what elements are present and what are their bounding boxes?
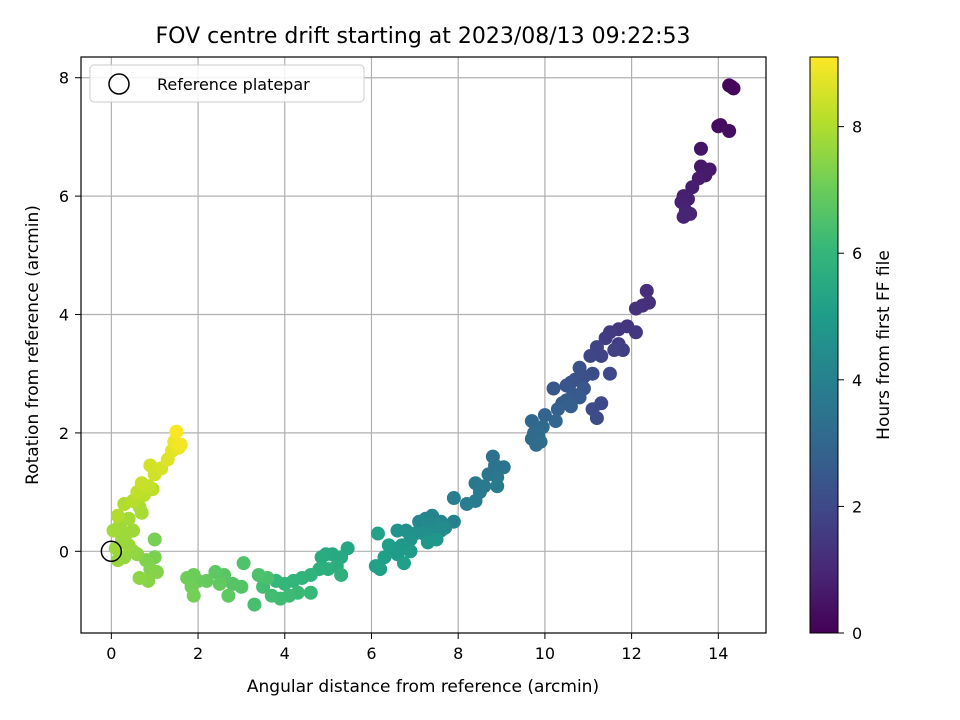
data-point	[390, 523, 405, 538]
data-point	[459, 496, 474, 511]
data-point	[602, 366, 617, 381]
data-point	[583, 348, 598, 363]
data-point	[110, 508, 125, 523]
x-tick-label: 8	[453, 644, 463, 663]
legend: Reference platepar	[89, 64, 365, 103]
data-point	[726, 81, 741, 96]
data-point	[173, 437, 188, 452]
data-point	[490, 479, 505, 494]
data-point	[628, 301, 643, 316]
data-point	[550, 402, 565, 417]
data-point	[607, 343, 622, 358]
x-axis-ticks: 0 2 4 6 8 10 12 14	[106, 633, 728, 663]
colorbar-tick-label: 0	[852, 624, 862, 643]
data-point	[628, 325, 643, 340]
data-point	[594, 348, 609, 363]
reference-platepar-marker	[100, 540, 123, 563]
colorbar-tick-label: 4	[852, 371, 862, 390]
data-point	[264, 588, 279, 603]
chart-title: FOV centre drift starting at 2023/08/13 …	[156, 24, 691, 49]
data-point	[403, 544, 418, 559]
x-tick-label: 12	[621, 644, 641, 663]
data-point	[132, 570, 147, 585]
data-point	[377, 550, 392, 565]
legend-marker	[108, 73, 130, 95]
data-point	[121, 511, 136, 526]
data-point	[370, 526, 385, 541]
colorbar-gradient	[809, 56, 839, 634]
data-point	[420, 535, 435, 550]
data-point	[247, 597, 262, 612]
x-tick-label: 4	[280, 644, 290, 663]
colorbar: 0 2 4 6 8 Hours from first FF file	[809, 56, 894, 643]
y-tick-label: 6	[59, 187, 69, 206]
colorbar-tick-label: 8	[852, 118, 862, 137]
y-tick-label: 8	[59, 69, 69, 88]
data-point	[572, 360, 587, 375]
data-point	[221, 588, 236, 603]
data-point	[693, 141, 708, 156]
data-point	[236, 556, 251, 571]
data-point	[126, 523, 141, 538]
data-point	[134, 476, 149, 491]
y-axis-label: Rotation from reference (arcmin)	[23, 205, 43, 485]
data-point	[251, 567, 266, 582]
data-point	[208, 565, 223, 580]
x-tick-label: 0	[106, 644, 116, 663]
y-tick-label: 4	[59, 306, 69, 325]
plot-frame	[80, 56, 767, 634]
legend-entry: Reference platepar	[157, 75, 310, 94]
data-point	[110, 553, 125, 568]
data-point	[446, 491, 461, 506]
data-point	[225, 576, 240, 591]
data-point	[147, 532, 162, 547]
data-point	[685, 180, 700, 195]
data-point	[149, 565, 164, 580]
data-point	[546, 381, 561, 396]
data-point	[572, 390, 587, 405]
data-point	[143, 458, 158, 473]
legend-box	[89, 64, 365, 103]
data-point	[722, 123, 737, 138]
x-axis-label: Angular distance from reference (arcmin)	[247, 677, 599, 697]
data-point	[496, 460, 511, 475]
x-tick-label: 6	[366, 644, 376, 663]
x-tick-label: 2	[193, 644, 203, 663]
colorbar-tick-label: 6	[852, 244, 862, 263]
data-point	[169, 424, 184, 439]
data-point	[303, 585, 318, 600]
data-point	[537, 408, 552, 423]
data-point	[212, 576, 227, 591]
data-point	[381, 538, 396, 553]
data-point	[396, 556, 411, 571]
data-point	[106, 523, 121, 538]
colorbar-ticks: 0 2 4 6 8	[838, 118, 862, 643]
data-point	[334, 567, 349, 582]
data-point	[368, 559, 383, 574]
y-tick-label: 0	[59, 542, 69, 561]
data-point	[314, 550, 329, 565]
x-tick-label: 10	[535, 644, 555, 663]
gridlines	[81, 57, 766, 633]
x-tick-label: 14	[708, 644, 728, 663]
colorbar-label: Hours from first FF file	[874, 250, 894, 440]
data-point	[598, 331, 613, 346]
data-point	[529, 437, 544, 452]
data-points	[106, 78, 741, 612]
data-point	[683, 206, 698, 221]
colorbar-tick-label: 2	[852, 497, 862, 516]
data-point	[711, 119, 726, 134]
data-point	[563, 399, 578, 414]
data-point	[639, 283, 654, 298]
data-point	[186, 588, 201, 603]
data-point	[589, 411, 604, 426]
y-axis-ticks: 0 2 4 6 8	[59, 69, 81, 561]
y-tick-label: 2	[59, 424, 69, 443]
data-point	[548, 414, 563, 429]
